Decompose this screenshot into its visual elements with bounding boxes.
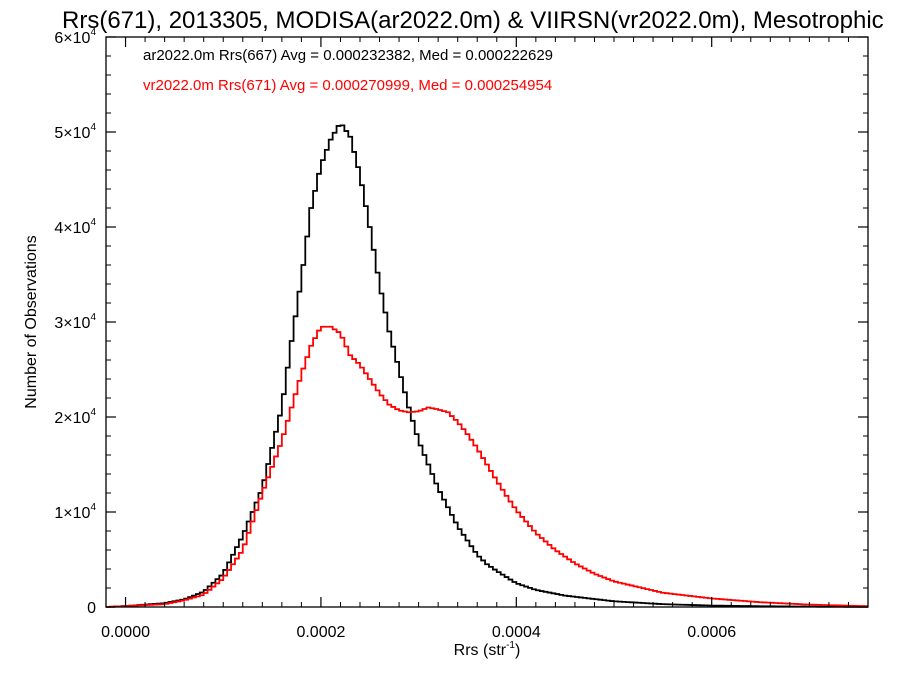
y-tick-label-sup: 4: [90, 122, 96, 133]
y-tick-label-sup: 4: [90, 502, 96, 513]
plot-frame: [105, 36, 869, 608]
y-tick-label-text: 6×10: [54, 30, 90, 47]
y-tick-label-text: 5×10: [54, 125, 90, 142]
x-tick-label: 0.0000: [101, 624, 150, 641]
y-tick-label-text: 1×10: [54, 505, 90, 522]
y-tick-label-text: 2×10: [54, 410, 90, 427]
y-tick-label-sup: 4: [90, 27, 96, 38]
y-tick-label: 1×104: [54, 502, 96, 522]
y-tick-label-sup: 4: [90, 217, 96, 228]
x-tick-label: 0.0002: [296, 624, 345, 641]
series-lines: [106, 124, 868, 608]
x-tick-label: 0.0006: [687, 624, 736, 641]
x-axis-label: Rrs (str-1): [454, 640, 521, 659]
series-line-0: [106, 124, 868, 608]
x-axis-label-sup: -1: [506, 640, 515, 651]
chart-title: Rrs(671), 2013305, MODISA(ar2022.0m) & V…: [62, 7, 884, 34]
x-axis-ticks: 0.0000 0.0002 0.0004 0.0006: [101, 37, 849, 641]
legend: ar2022.0m Rrs(667) Avg = 0.000232382, Me…: [143, 47, 553, 94]
x-axis-label-text: Rrs (str: [454, 642, 507, 659]
y-tick-label-text: 0: [87, 600, 96, 617]
y-tick-label: 0: [87, 600, 96, 617]
y-axis-label: Number of Observations: [23, 235, 40, 408]
y-tick-label: 4×104: [54, 217, 96, 237]
x-axis-label-suffix: ): [515, 642, 520, 659]
y-tick-label: 2×104: [54, 407, 96, 427]
y-tick-label-sup: 4: [90, 312, 96, 323]
y-tick-label: 5×104: [54, 122, 96, 142]
y-tick-label: 3×104: [54, 312, 96, 332]
y-tick-label-sup: 4: [90, 407, 96, 418]
y-tick-label-text: 4×10: [54, 220, 90, 237]
legend-entry-modisa: ar2022.0m Rrs(667) Avg = 0.000232382, Me…: [143, 47, 553, 64]
y-tick-label-text: 3×10: [54, 315, 90, 332]
y-tick-label: 6×104: [54, 27, 96, 47]
series-line-1: [106, 325, 868, 608]
legend-entry-viirsn: vr2022.0m Rrs(671) Avg = 0.000270999, Me…: [143, 77, 552, 94]
x-tick-label: 0.0004: [492, 624, 541, 641]
